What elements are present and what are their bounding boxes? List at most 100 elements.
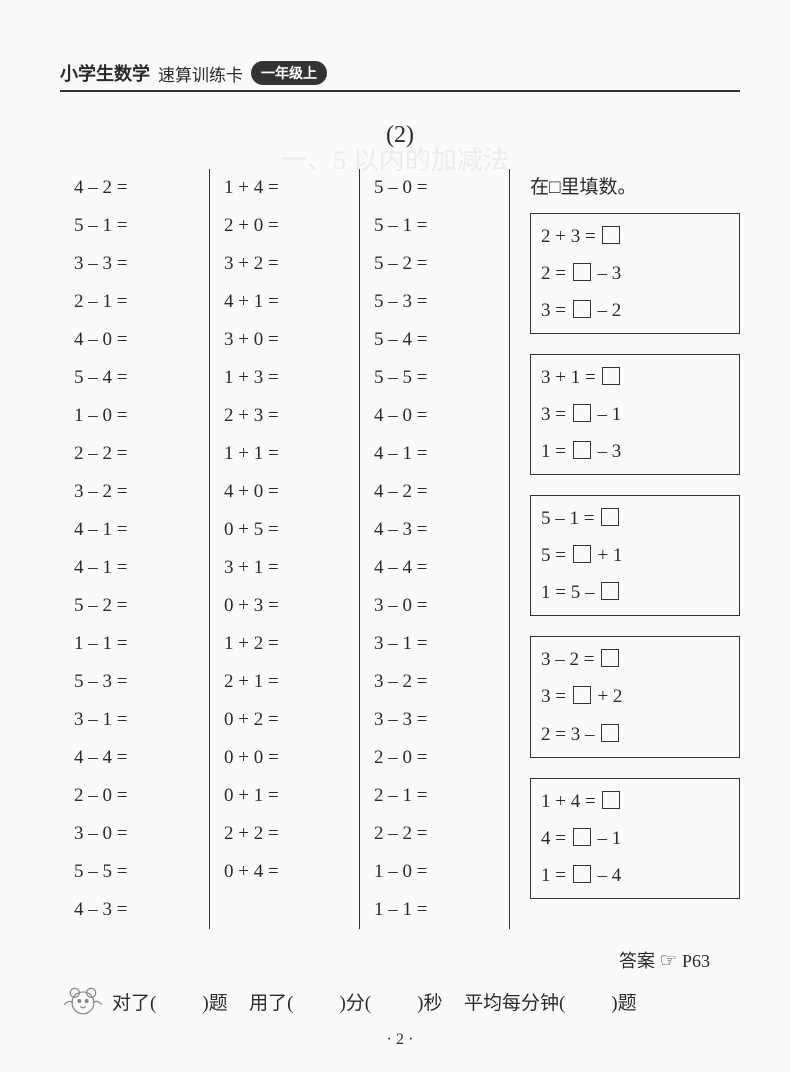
fill-blank-row: 1 = – 4 <box>541 857 729 894</box>
math-problem: 0 + 0 = <box>224 739 349 777</box>
fill-blank-row: 3 = + 2 <box>541 678 729 715</box>
math-problem: 5 – 5 = <box>374 359 499 397</box>
fill-blank-row: 3 + 1 = <box>541 359 729 396</box>
math-problem: 5 – 0 = <box>374 169 499 207</box>
answer-reference: 答案 ☞ P63 <box>60 947 740 973</box>
worksheet-page: 一、5 以内的加减法 小学生数学 速算训练卡 一年级上 (2) 4 – 2 =5… <box>0 0 790 1072</box>
fill-title: 在□里填数。 <box>530 169 740 207</box>
fill-blank-row: 5 – 1 = <box>541 500 729 537</box>
answer-box[interactable] <box>602 791 620 809</box>
grade-badge: 一年级上 <box>251 61 327 85</box>
min-unit: )分( <box>339 988 371 1015</box>
math-problem: 5 – 3 = <box>74 663 199 701</box>
used-label: 用了( <box>249 988 293 1015</box>
section-number: (2) <box>60 122 740 149</box>
column-1: 4 – 2 =5 – 1 =3 – 3 =2 – 1 =4 – 0 =5 – 4… <box>60 169 210 929</box>
math-problem: 5 – 4 = <box>374 321 499 359</box>
math-problem: 4 – 3 = <box>74 891 199 929</box>
fill-blank-row: 1 + 4 = <box>541 783 729 820</box>
math-problem: 4 + 1 = <box>224 283 349 321</box>
math-problem: 2 – 2 = <box>74 435 199 473</box>
fill-blank-row: 3 = – 2 <box>541 292 729 329</box>
math-problem: 5 – 3 = <box>374 283 499 321</box>
math-problem: 0 + 2 = <box>224 701 349 739</box>
answer-box[interactable] <box>601 508 619 526</box>
math-problem: 3 – 0 = <box>374 587 499 625</box>
answer-box[interactable] <box>601 582 619 600</box>
column-2: 1 + 4 =2 + 0 =3 + 2 =4 + 1 =3 + 0 =1 + 3… <box>210 169 360 929</box>
correct-label: 对了( <box>112 988 156 1015</box>
math-problem: 4 – 2 = <box>374 473 499 511</box>
math-problem: 1 + 1 = <box>224 435 349 473</box>
page-header: 小学生数学 速算训练卡 一年级上 <box>60 60 740 92</box>
answer-label: 答案 <box>619 951 655 971</box>
math-problem: 4 – 1 = <box>74 549 199 587</box>
fill-blank-row: 5 = + 1 <box>541 537 729 574</box>
math-problem: 2 + 2 = <box>224 815 349 853</box>
answer-box[interactable] <box>573 828 591 846</box>
fill-blank-row: 1 = 5 – <box>541 574 729 611</box>
math-problem: 4 – 3 = <box>374 511 499 549</box>
math-problem: 2 – 2 = <box>374 815 499 853</box>
math-problem: 3 – 2 = <box>74 473 199 511</box>
answer-box[interactable] <box>573 545 591 563</box>
math-problem: 2 + 0 = <box>224 207 349 245</box>
math-problem: 0 + 4 = <box>224 853 349 891</box>
math-problem: 3 – 3 = <box>74 245 199 283</box>
fill-blank-group: 3 + 1 = 3 = – 11 = – 3 <box>530 354 740 475</box>
column-4-fill-blanks: 在□里填数。 2 + 3 = 2 = – 33 = – 2 3 + 1 = 3 =… <box>510 169 740 929</box>
math-problem: 2 + 3 = <box>224 397 349 435</box>
bear-icon <box>60 981 106 1021</box>
fill-blank-row: 4 = – 1 <box>541 820 729 857</box>
math-problem: 1 – 1 = <box>374 891 499 929</box>
math-problem: 4 – 0 = <box>74 321 199 359</box>
math-problem: 1 – 1 = <box>74 625 199 663</box>
fill-blank-row: 1 = – 3 <box>541 433 729 470</box>
math-problem: 2 – 1 = <box>74 283 199 321</box>
answer-box[interactable] <box>573 441 591 459</box>
math-problem: 2 – 1 = <box>374 777 499 815</box>
math-problem: 3 + 2 = <box>224 245 349 283</box>
answer-box[interactable] <box>601 724 619 742</box>
fill-blank-row: 2 = – 3 <box>541 255 729 292</box>
math-problem: 3 – 1 = <box>374 625 499 663</box>
fill-blank-group: 3 – 2 = 3 = + 22 = 3 – <box>530 636 740 757</box>
answer-box[interactable] <box>602 367 620 385</box>
answer-box[interactable] <box>601 649 619 667</box>
answer-box[interactable] <box>573 686 591 704</box>
book-title: 小学生数学 <box>60 60 150 86</box>
math-problem: 3 – 0 = <box>74 815 199 853</box>
math-problem: 3 – 1 = <box>74 701 199 739</box>
fill-blank-group: 5 – 1 = 5 = + 11 = 5 – <box>530 495 740 616</box>
fill-blank-group: 1 + 4 = 4 = – 11 = – 4 <box>530 778 740 899</box>
column-3: 5 – 0 =5 – 1 =5 – 2 =5 – 3 =5 – 4 =5 – 5… <box>360 169 510 929</box>
answer-box[interactable] <box>573 865 591 883</box>
math-problem: 4 + 0 = <box>224 473 349 511</box>
math-problem: 0 + 3 = <box>224 587 349 625</box>
math-problem: 1 + 4 = <box>224 169 349 207</box>
math-problem: 5 – 2 = <box>74 587 199 625</box>
math-problem: 3 + 0 = <box>224 321 349 359</box>
pointing-hand-icon: ☞ <box>660 950 678 972</box>
problem-grid: 4 – 2 =5 – 1 =3 – 3 =2 – 1 =4 – 0 =5 – 4… <box>60 169 740 929</box>
math-problem: 3 + 1 = <box>224 549 349 587</box>
math-problem: 4 – 2 = <box>74 169 199 207</box>
fill-blank-group: 2 + 3 = 2 = – 33 = – 2 <box>530 213 740 334</box>
math-problem: 3 – 2 = <box>374 663 499 701</box>
avg-unit: )题 <box>611 988 636 1015</box>
math-problem: 5 – 1 = <box>74 207 199 245</box>
math-problem: 4 – 4 = <box>74 739 199 777</box>
math-problem: 0 + 1 = <box>224 777 349 815</box>
math-problem: 2 + 1 = <box>224 663 349 701</box>
answer-box[interactable] <box>573 263 591 281</box>
answer-box[interactable] <box>573 300 591 318</box>
fill-blank-row: 3 = – 1 <box>541 396 729 433</box>
book-subtitle: 速算训练卡 <box>158 61 243 86</box>
answer-box[interactable] <box>573 404 591 422</box>
answer-box[interactable] <box>602 226 620 244</box>
math-problem: 1 – 0 = <box>374 853 499 891</box>
answer-page: P63 <box>682 951 710 971</box>
avg-label: 平均每分钟( <box>464 988 565 1015</box>
page-number: · 2 · <box>60 1031 740 1049</box>
math-problem: 1 + 2 = <box>224 625 349 663</box>
